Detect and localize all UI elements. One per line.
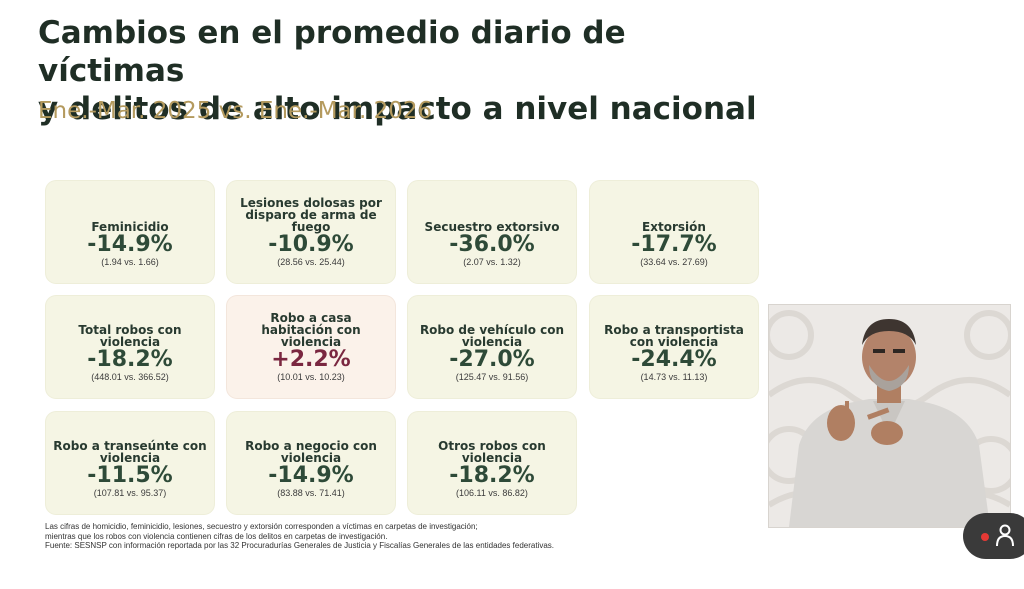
card-extorsion: Extorsión -17.7% (33.64 vs. 27.69) xyxy=(590,181,758,283)
card-comparison: (448.01 vs. 366.52) xyxy=(91,372,169,382)
card-comparison: (28.56 vs. 25.44) xyxy=(277,257,345,267)
card-comparison: (10.01 vs. 10.23) xyxy=(277,372,345,382)
card-otros-robos: Otros robos con violencia -18.2% (106.11 … xyxy=(408,412,576,514)
card-robo-vehiculo: Robo de vehículo con violencia -27.0% (12… xyxy=(408,296,576,398)
card-percent-change: -14.9% xyxy=(87,232,173,257)
card-label: Extorsión xyxy=(642,220,706,234)
card-percent-change: -18.2% xyxy=(87,347,173,372)
sign-language-interpreter-video xyxy=(768,304,1011,528)
footnote-source: Fuente: SESNSP con información reportada… xyxy=(45,541,555,550)
card-comparison: (2.07 vs. 1.32) xyxy=(463,257,521,267)
card-label: Robo a negocio con violencia xyxy=(245,439,377,465)
card-percent-change: -18.2% xyxy=(449,463,535,488)
card-percent-change: -14.9% xyxy=(268,463,354,488)
card-label: Otros robos con violencia xyxy=(438,439,546,465)
interpreter-image xyxy=(769,305,1010,527)
card-robo-casa-habitacion: Robo a casa habitación con violencia +2.2… xyxy=(227,296,395,398)
card-percent-change: -10.9% xyxy=(268,232,354,257)
card-robo-transeunte: Robo a transeúnte con violencia -11.5% (1… xyxy=(46,412,214,514)
card-label: Robo de vehículo con violencia xyxy=(419,323,565,349)
card-comparison: (83.88 vs. 71.41) xyxy=(277,488,345,498)
card-percent-change: -11.5% xyxy=(87,463,173,488)
title-line-2: y delitos de alto impacto a nivel nacion… xyxy=(38,91,757,127)
footnote-line-2: mientras que los robos con violencia con… xyxy=(45,531,388,541)
card-label: Lesiones dolosas por disparo de arma de … xyxy=(240,196,382,234)
interpreter-toggle-button[interactable] xyxy=(963,513,1024,559)
card-percent-change: -36.0% xyxy=(449,232,535,257)
page-title: Cambios en el promedio diario de víctima… xyxy=(38,14,758,128)
card-feminicidio: Feminicidio -14.9% (1.94 vs. 1.66) xyxy=(46,181,214,283)
card-comparison: (1.94 vs. 1.66) xyxy=(101,257,159,267)
card-percent-change: -17.7% xyxy=(631,232,717,257)
card-label: Secuestro extorsivo xyxy=(424,220,560,234)
card-comparison: (106.11 vs. 86.82) xyxy=(456,488,528,498)
card-robo-negocio: Robo a negocio con violencia -14.9% (83.8… xyxy=(227,412,395,514)
card-label: Robo a transeúnte con violencia xyxy=(53,439,207,465)
card-label: Total robos con violencia xyxy=(78,323,182,349)
card-lesiones-dolosas: Lesiones dolosas por disparo de arma de … xyxy=(227,181,395,283)
footnote-line-1: Las cifras de homicidio, feminicidio, le… xyxy=(45,522,478,531)
person-icon xyxy=(996,524,1014,547)
card-percent-change: -27.0% xyxy=(449,347,535,372)
card-robo-transportista: Robo a transportista con violencia -24.4%… xyxy=(590,296,758,398)
card-comparison: (14.73 vs. 11.13) xyxy=(640,372,708,382)
card-secuestro-extorsivo: Secuestro extorsivo -36.0% (2.07 vs. 1.32… xyxy=(408,181,576,283)
card-comparison: (33.64 vs. 27.69) xyxy=(640,257,708,267)
card-percent-change: +2.2% xyxy=(271,347,351,372)
card-total-robos: Total robos con violencia -18.2% (448.01 … xyxy=(46,296,214,398)
card-comparison: (107.81 vs. 95.37) xyxy=(93,488,167,498)
recording-dot-icon xyxy=(981,533,989,541)
card-label: Robo a casa habitación con violencia xyxy=(261,311,361,349)
period-subtitle: Ene.-Mar. 2025 vs. Ene.-Mar. 2026 xyxy=(38,98,433,124)
card-comparison: (125.47 vs. 91.56) xyxy=(455,372,529,382)
card-percent-change: -24.4% xyxy=(631,347,717,372)
card-label: Robo a transportista con violencia xyxy=(604,323,744,349)
title-line-1: Cambios en el promedio diario de víctima… xyxy=(38,15,626,89)
footnote: Las cifras de homicidio, feminicidio, le… xyxy=(45,522,745,551)
card-label: Feminicidio xyxy=(91,220,169,234)
